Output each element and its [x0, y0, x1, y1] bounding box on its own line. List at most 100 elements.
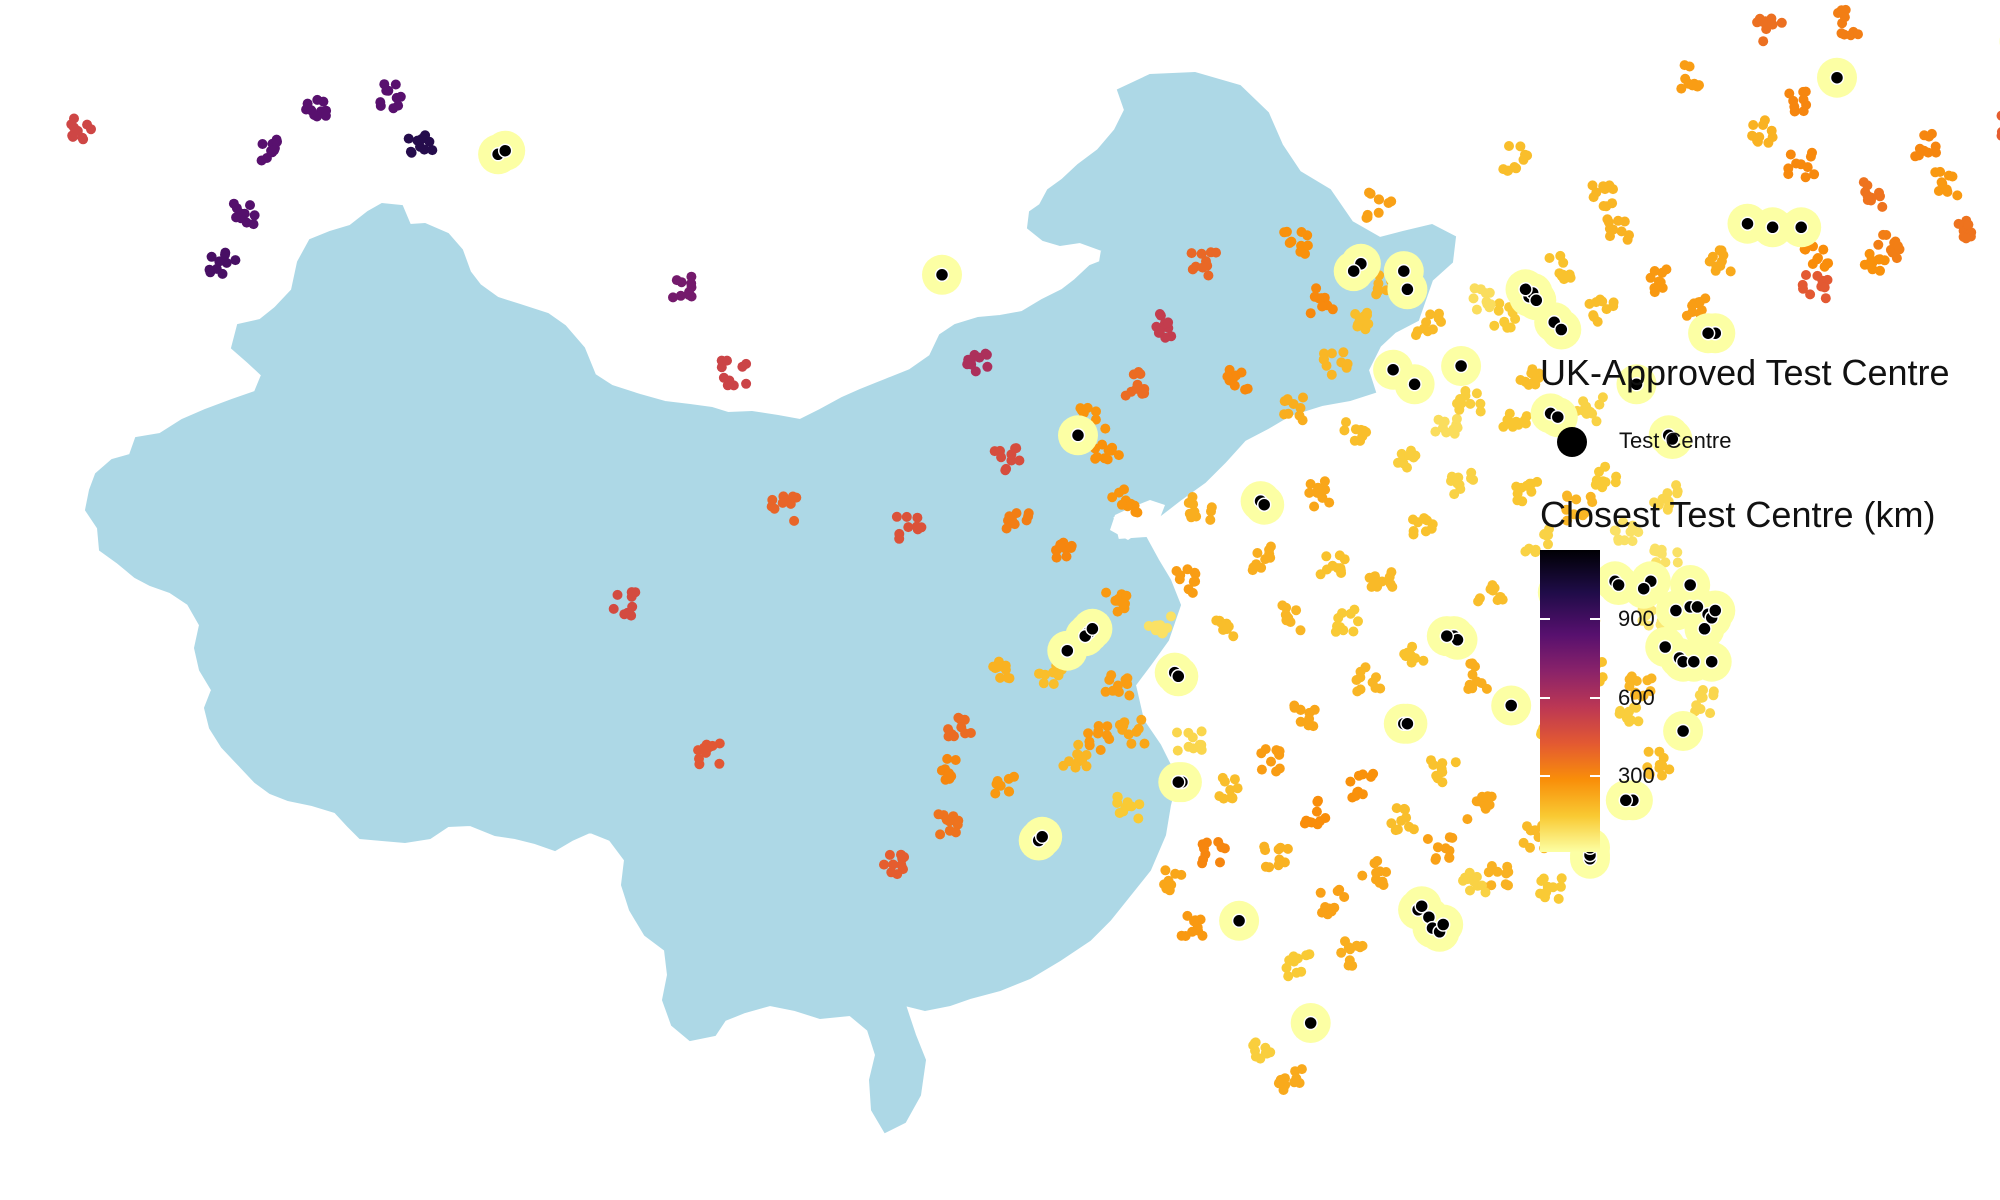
distance-point — [1879, 255, 1890, 266]
distance-point — [942, 753, 953, 764]
test-centre-point — [1682, 577, 1698, 593]
distance-point — [1942, 186, 1953, 197]
distance-cluster — [1100, 670, 1135, 701]
test-centre-point — [1550, 409, 1566, 425]
distance-point — [1264, 544, 1275, 555]
distance-cluster — [1151, 309, 1177, 343]
distance-point — [683, 289, 694, 300]
distance-point — [1460, 386, 1471, 396]
distance-point — [1339, 892, 1350, 902]
distance-point — [1408, 824, 1419, 835]
distance-point — [1865, 260, 1876, 271]
distance-point — [261, 153, 272, 163]
distance-cluster — [933, 809, 964, 840]
distance-point — [1296, 227, 1307, 237]
distance-cluster — [1393, 445, 1421, 473]
distance-point — [1604, 180, 1615, 191]
distance-point — [1198, 854, 1209, 865]
distance-point — [1348, 626, 1359, 637]
distance-point — [1326, 369, 1337, 380]
distance-point — [1597, 672, 1608, 683]
test-centre-point — [1085, 621, 1100, 637]
distance-point — [1748, 120, 1759, 130]
test-centre-point — [1453, 358, 1469, 374]
distance-point — [943, 771, 954, 782]
distance-point — [1124, 690, 1135, 701]
distance-point — [1000, 465, 1011, 476]
distance-point — [1687, 80, 1698, 91]
distance-point — [1515, 375, 1526, 385]
distance-cluster — [1350, 307, 1374, 335]
distance-point — [1304, 713, 1315, 724]
test-centre-point — [1657, 639, 1673, 655]
distance-point — [1064, 756, 1074, 767]
distance-point — [1364, 187, 1374, 198]
distance-point — [935, 829, 946, 840]
distance-point — [1315, 887, 1326, 898]
distance-point — [1418, 655, 1429, 666]
distance-point — [1360, 662, 1371, 673]
distance-point — [1205, 514, 1216, 525]
distance-point — [1396, 448, 1407, 459]
distance-cluster — [1112, 791, 1145, 824]
distance-point — [1477, 880, 1487, 891]
distance-point — [1672, 557, 1683, 568]
distance-point — [1295, 403, 1306, 413]
distance-cluster — [1602, 214, 1634, 245]
distance-point — [1591, 297, 1602, 308]
distance-point — [1281, 962, 1292, 973]
distance-point — [1090, 414, 1101, 425]
distance-point — [1836, 28, 1847, 39]
distance-point — [1186, 248, 1197, 259]
distance-point — [1126, 738, 1137, 749]
legend-color-title: Closest Test Centre (km) — [1540, 494, 1936, 535]
test-centre-point — [1668, 603, 1684, 618]
distance-point — [1800, 86, 1811, 97]
distance-point — [1524, 478, 1535, 489]
distance-point — [1139, 738, 1150, 749]
distance-point — [1530, 825, 1541, 836]
distance-cluster — [1704, 245, 1736, 277]
distance-point — [1504, 408, 1515, 419]
distance-cluster — [1587, 180, 1618, 212]
distance-point — [1279, 857, 1290, 868]
distance-point — [1083, 728, 1094, 739]
distance-point — [1190, 568, 1201, 579]
distance-point — [1320, 813, 1331, 823]
distance-cluster — [1910, 128, 1941, 162]
distance-point — [950, 755, 961, 765]
distance-point — [257, 139, 268, 149]
distance-point — [622, 607, 633, 618]
distance-point — [1404, 450, 1415, 461]
distance-point — [1122, 679, 1133, 690]
distance-point — [245, 200, 255, 211]
distance-cluster — [879, 849, 910, 880]
distance-point — [1133, 723, 1144, 734]
distance-point — [676, 277, 687, 288]
distance-point — [1541, 887, 1552, 898]
distance-point — [1660, 557, 1671, 568]
distance-point — [1633, 527, 1644, 538]
distance-point — [912, 512, 923, 523]
distance-point — [1347, 960, 1358, 971]
distance-point — [1256, 764, 1267, 775]
distance-point — [1291, 1073, 1302, 1084]
distance-point — [1279, 227, 1290, 238]
distance-point — [1229, 380, 1240, 391]
distance-point — [1437, 758, 1448, 769]
distance-point — [220, 249, 230, 260]
distance-point — [995, 672, 1006, 683]
distance-point — [1530, 544, 1541, 555]
distance-point — [1305, 479, 1316, 489]
distance-point — [1471, 871, 1482, 882]
distance-point — [1587, 497, 1598, 508]
distance-point — [206, 251, 217, 262]
distance-point — [1282, 843, 1293, 854]
test-centre-point — [1708, 603, 1723, 618]
distance-cluster — [1222, 364, 1253, 395]
distance-point — [1038, 678, 1049, 689]
distance-point — [1624, 230, 1634, 241]
distance-point — [1112, 792, 1123, 803]
distance-point — [996, 452, 1007, 463]
distance-point — [1296, 1064, 1307, 1075]
